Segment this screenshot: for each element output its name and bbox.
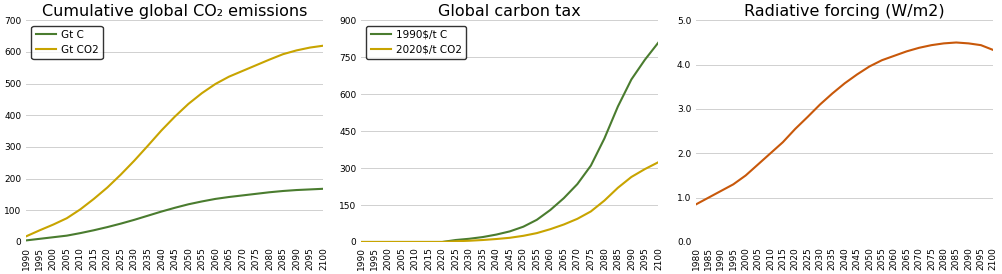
Title: Cumulative global CO₂ emissions: Cumulative global CO₂ emissions bbox=[42, 4, 308, 19]
Legend: Gt C, Gt CO2: Gt C, Gt CO2 bbox=[31, 25, 102, 59]
Legend: 1990$/t C, 2020$/t CO2: 1990$/t C, 2020$/t CO2 bbox=[367, 25, 466, 59]
Title: Radiative forcing (W/m2): Radiative forcing (W/m2) bbox=[744, 4, 945, 19]
Title: Global carbon tax: Global carbon tax bbox=[439, 4, 581, 19]
